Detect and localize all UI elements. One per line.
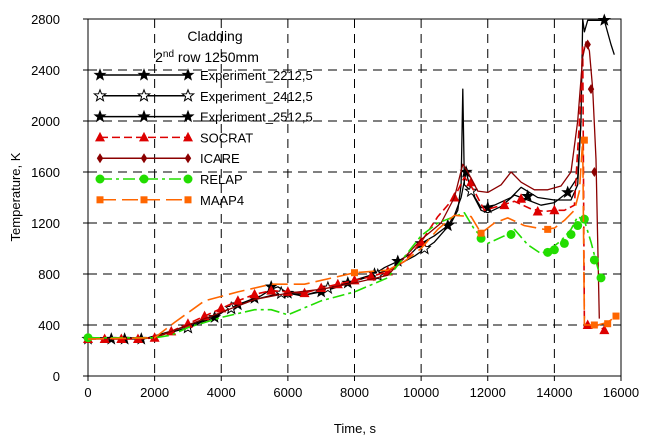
legend-marker-experiment-2212-5 [93, 68, 107, 81]
data-point-socrat [549, 204, 560, 215]
x-tick-label: 0 [84, 385, 91, 400]
legend-label-experiment-2412-5: Experiment_2412,5 [200, 89, 313, 104]
data-point-maap4 [612, 312, 620, 320]
data-point-relap [566, 229, 576, 239]
legend-marker-experiment-2512-5 [93, 109, 107, 123]
series-maap4 [87, 136, 620, 340]
series-line-socrat [88, 43, 605, 340]
data-point-icare [584, 39, 591, 50]
data-point-relap [589, 255, 599, 265]
legend-marker-experiment-2512-5 [137, 109, 151, 123]
x-tick-label: 12000 [470, 385, 506, 400]
y-tick-label: 2000 [31, 114, 60, 129]
data-point-socrat [249, 288, 260, 299]
y-tick-label: 800 [38, 267, 60, 282]
subtitle-part-2: row 1250mm [174, 49, 259, 65]
data-point-socrat [216, 302, 227, 313]
legend-marker-experiment-2212-5 [181, 68, 195, 81]
legend-marker-relap [139, 174, 149, 184]
data-point-socrat [516, 193, 527, 203]
data-point-experiment-2212-5 [597, 13, 611, 26]
data-point-relap [549, 245, 559, 255]
legend-marker-maap4 [184, 196, 192, 204]
legend-marker-icare [140, 153, 148, 164]
legend-label-socrat: SOCRAT [200, 130, 253, 145]
legend-marker-experiment-2212-5 [137, 68, 151, 81]
subtitle-superscript: nd [163, 49, 174, 60]
series-line-icare [87, 41, 600, 340]
legend-marker-relap [183, 174, 193, 184]
data-point-experiment-2212-5 [208, 310, 222, 323]
data-point-socrat [266, 285, 277, 295]
series-line-relap [88, 212, 602, 339]
data-point-maap4 [544, 225, 552, 233]
data-point-socrat [499, 199, 510, 210]
data-point-relap [596, 273, 606, 283]
x-tick-label: 4000 [207, 385, 236, 400]
data-point-socrat [416, 236, 427, 247]
data-point-maap4 [351, 269, 358, 277]
chart-subtitle: 2nd row 1250mm [155, 49, 259, 65]
series-lines [81, 13, 620, 345]
x-tick-label: 14000 [536, 385, 572, 400]
data-point-maap4 [604, 320, 612, 328]
legend-marker-experiment-2412-5 [92, 88, 108, 102]
legend-label-icare: ICARE [200, 151, 240, 166]
x-tick-label: 6000 [273, 385, 302, 400]
plot-frame [87, 18, 622, 377]
legend-label-experiment-2512-5: Experiment_2512,5 [200, 110, 313, 125]
data-point-icare [591, 167, 598, 177]
y-tick-label: 2400 [31, 63, 60, 78]
x-axis-label: Time, s [334, 421, 377, 436]
data-point-relap [579, 214, 589, 224]
y-tick-label: 400 [38, 318, 60, 333]
series-icare [87, 39, 600, 340]
data-point-relap [559, 238, 569, 248]
x-tick-label: 10000 [403, 385, 439, 400]
y-tick-label: 2800 [31, 12, 60, 27]
legend-label-experiment-2212-5: Experiment_2212,5 [200, 68, 313, 83]
legend-marker-icare [184, 153, 192, 164]
data-point-maap4 [580, 136, 588, 144]
data-point-socrat [299, 287, 310, 298]
data-point-socrat [599, 324, 610, 335]
data-point-icare [587, 84, 595, 95]
y-tick-label: 0 [53, 369, 60, 384]
legend-marker-experiment-2512-5 [181, 109, 195, 123]
data-point-experiment-2212-5 [561, 185, 575, 199]
x-tick-label: 2000 [140, 385, 169, 400]
chart-title: Cladding [187, 28, 242, 44]
legend-marker-maap4 [96, 196, 104, 204]
data-point-maap4 [590, 321, 598, 329]
y-tick-label: 1200 [31, 216, 60, 231]
axes: 0 2000 4000 6000 8000 10000 12000 14000 16000 0 40… [31, 12, 639, 400]
legend-label-maap4: MAAP4 [200, 193, 244, 208]
subtitle-part-1: 2 [155, 49, 163, 65]
legend-marker-socrat [183, 131, 193, 142]
legend-marker-experiment-2412-5 [136, 88, 152, 102]
legend-marker-maap4 [140, 196, 148, 204]
legend-marker-socrat [95, 131, 105, 142]
data-point-experiment-2412-5 [464, 183, 479, 198]
x-tick-label: 16000 [603, 385, 639, 400]
legend: Experiment_2212,5 Experiment_2412,5 Experi… [92, 68, 313, 208]
data-point-relap [506, 229, 516, 239]
data-point-experiment-2412-5 [417, 241, 432, 255]
data-point-maap4 [477, 229, 485, 237]
legend-label-relap: RELAP [200, 172, 243, 187]
y-tick-label: 1600 [31, 165, 60, 180]
legend-marker-relap [95, 174, 105, 184]
data-point-socrat [232, 295, 243, 305]
x-tick-label: 8000 [340, 385, 369, 400]
data-point-relap [573, 221, 583, 231]
legend-marker-icare [96, 153, 104, 164]
y-axis-label: Temperature, K [8, 152, 23, 241]
legend-marker-socrat [139, 131, 149, 142]
data-point-relap [83, 333, 93, 343]
data-point-socrat [532, 206, 543, 216]
legend-marker-experiment-2412-5 [180, 88, 196, 102]
